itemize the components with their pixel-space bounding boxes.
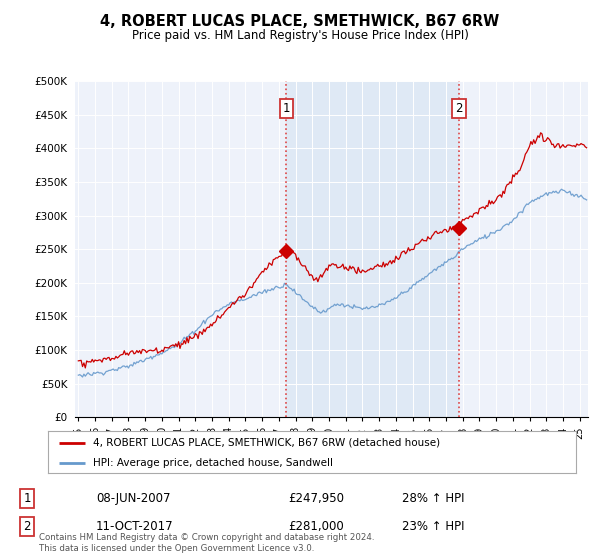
- Text: 28% ↑ HPI: 28% ↑ HPI: [402, 492, 464, 505]
- Text: 23% ↑ HPI: 23% ↑ HPI: [402, 520, 464, 533]
- Bar: [286, 81, 459, 417]
- Text: 08-JUN-2007: 08-JUN-2007: [96, 492, 170, 505]
- Text: £247,950: £247,950: [288, 492, 344, 505]
- Text: Price paid vs. HM Land Registry's House Price Index (HPI): Price paid vs. HM Land Registry's House …: [131, 29, 469, 42]
- Text: 1: 1: [283, 101, 290, 115]
- Text: 2: 2: [23, 520, 31, 533]
- Text: 4, ROBERT LUCAS PLACE, SMETHWICK, B67 6RW (detached house): 4, ROBERT LUCAS PLACE, SMETHWICK, B67 6R…: [93, 438, 440, 448]
- Text: 1: 1: [23, 492, 31, 505]
- Text: 11-OCT-2017: 11-OCT-2017: [96, 520, 173, 533]
- Text: 2: 2: [455, 101, 463, 115]
- Text: £281,000: £281,000: [288, 520, 344, 533]
- Text: 4, ROBERT LUCAS PLACE, SMETHWICK, B67 6RW: 4, ROBERT LUCAS PLACE, SMETHWICK, B67 6R…: [100, 14, 500, 29]
- Text: Contains HM Land Registry data © Crown copyright and database right 2024.
This d: Contains HM Land Registry data © Crown c…: [39, 533, 374, 553]
- Text: HPI: Average price, detached house, Sandwell: HPI: Average price, detached house, Sand…: [93, 458, 333, 468]
